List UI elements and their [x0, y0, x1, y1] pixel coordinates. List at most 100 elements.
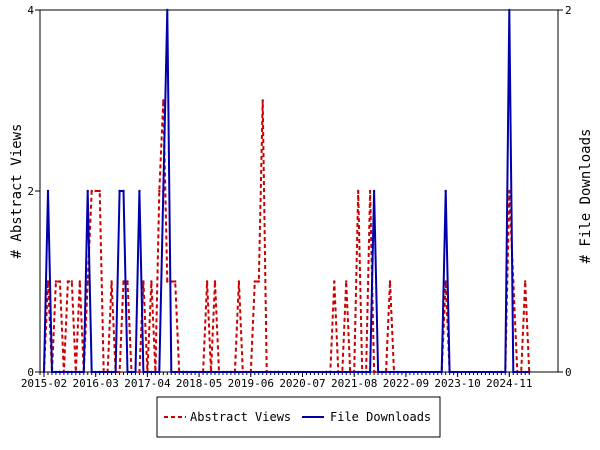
left-tick-label: 0 [27, 366, 34, 379]
series-layer [42, 8, 531, 374]
data-point-file-downloads [166, 8, 169, 12]
data-point-file-downloads [376, 370, 380, 374]
x-tick-label: 2019-06 [228, 377, 274, 390]
data-point-abstract-views [372, 370, 376, 374]
data-point-abstract-views [70, 280, 74, 283]
data-point-abstract-views [253, 280, 256, 283]
x-tick-label: 2020-07 [279, 377, 325, 390]
data-point-abstract-views [174, 280, 177, 283]
data-point-abstract-views [66, 280, 70, 283]
data-point-file-downloads [372, 189, 376, 193]
data-point-file-downloads [114, 370, 117, 374]
right-tick-label: 2 [565, 4, 572, 17]
data-point-abstract-views [78, 280, 81, 283]
data-point-abstract-views [213, 280, 217, 283]
data-point-file-downloads [130, 370, 133, 374]
x-axis-ticks: 2015-02 2016-03 2017-04 2018-05 2019-06 2020-… [21, 372, 532, 390]
legend-label-file-downloads: File Downloads [330, 410, 431, 424]
data-point-abstract-views [126, 280, 129, 283]
data-point-file-downloads [181, 370, 185, 374]
data-point-file-downloads [444, 189, 447, 193]
data-point-abstract-views [524, 280, 527, 283]
data-point-file-downloads [353, 370, 356, 374]
data-point-file-downloads [102, 370, 105, 374]
data-point-abstract-views [166, 280, 169, 283]
data-point-file-downloads [325, 370, 328, 374]
data-point-abstract-views [46, 280, 50, 283]
left-tick-label: 2 [27, 185, 34, 198]
legend-box [156, 396, 441, 438]
data-point-file-downloads [508, 8, 511, 12]
data-point-file-downloads [170, 370, 173, 374]
right-axis-title: # File Downloads [578, 129, 594, 264]
data-point-file-downloads [356, 370, 360, 374]
x-tick-label: 2015-02 [21, 377, 67, 390]
x-tick-label: 2021-08 [331, 377, 377, 390]
data-point-file-downloads [158, 370, 161, 374]
data-point-abstract-views [54, 280, 58, 283]
data-point-file-downloads [277, 370, 280, 374]
data-point-file-downloads [70, 370, 74, 374]
data-point-abstract-views [94, 189, 97, 193]
data-point-file-downloads [448, 370, 451, 374]
data-point-abstract-views [368, 189, 372, 193]
data-point-abstract-views [444, 280, 447, 283]
data-point-file-downloads [527, 370, 531, 374]
data-point-file-downloads [74, 370, 78, 374]
data-point-abstract-views [356, 189, 360, 193]
data-point-file-downloads [66, 370, 70, 374]
data-point-file-downloads [512, 370, 515, 374]
data-point-file-downloads [162, 189, 165, 193]
data-point-file-downloads [42, 370, 46, 374]
data-point-file-downloads [134, 370, 137, 374]
data-point-file-downloads [504, 370, 507, 374]
data-point-file-downloads [50, 370, 54, 374]
data-point-abstract-views [158, 189, 161, 193]
data-point-file-downloads [54, 370, 58, 374]
legend: Abstract Views File Downloads [156, 396, 441, 438]
data-point-abstract-views [257, 280, 260, 283]
data-point-abstract-views [205, 280, 209, 283]
data-point-file-downloads [142, 370, 145, 374]
data-point-abstract-views [508, 189, 511, 193]
data-point-abstract-views [86, 280, 89, 283]
data-point-file-downloads [392, 370, 396, 374]
x-tick-label: 2023-10 [434, 377, 480, 390]
data-point-file-downloads [126, 370, 129, 374]
data-point-file-downloads [94, 370, 97, 374]
x-tick-label: 2016-03 [73, 377, 119, 390]
data-point-file-downloads [78, 370, 81, 374]
data-point-file-downloads [146, 370, 149, 374]
data-point-abstract-views [162, 99, 165, 102]
data-point-file-downloads [150, 370, 153, 374]
x-tick-label: 2022-09 [383, 377, 429, 390]
data-point-file-downloads [440, 370, 443, 374]
data-point-file-downloads [46, 189, 50, 193]
data-point-file-downloads [58, 370, 62, 374]
y-axis-ticks: 0 2 4 0 2 [27, 4, 571, 379]
data-point-abstract-views [261, 99, 264, 102]
data-point-abstract-views [110, 280, 113, 283]
data-point-file-downloads [62, 370, 66, 374]
data-point-abstract-views [98, 189, 101, 193]
data-point-abstract-views [333, 280, 336, 283]
data-point-file-downloads [122, 189, 125, 193]
data-point-file-downloads [98, 370, 101, 374]
data-point-file-downloads [368, 370, 372, 374]
x-tick-label: 2018-05 [176, 377, 222, 390]
data-point-abstract-views [138, 370, 141, 374]
data-point-abstract-views [90, 189, 93, 193]
data-point-abstract-views [58, 280, 62, 283]
data-point-file-downloads [110, 370, 113, 374]
left-tick-label: 4 [27, 4, 34, 17]
data-point-abstract-views [118, 370, 121, 374]
data-point-file-downloads [516, 370, 519, 374]
data-point-file-downloads [86, 189, 89, 193]
legend-label-abstract-views: Abstract Views [190, 410, 291, 424]
data-point-abstract-views [142, 280, 145, 283]
data-point-file-downloads [118, 189, 121, 193]
x-tick-label: 2017-04 [124, 377, 171, 390]
data-point-file-downloads [500, 370, 503, 374]
data-point-file-downloads [90, 370, 93, 374]
